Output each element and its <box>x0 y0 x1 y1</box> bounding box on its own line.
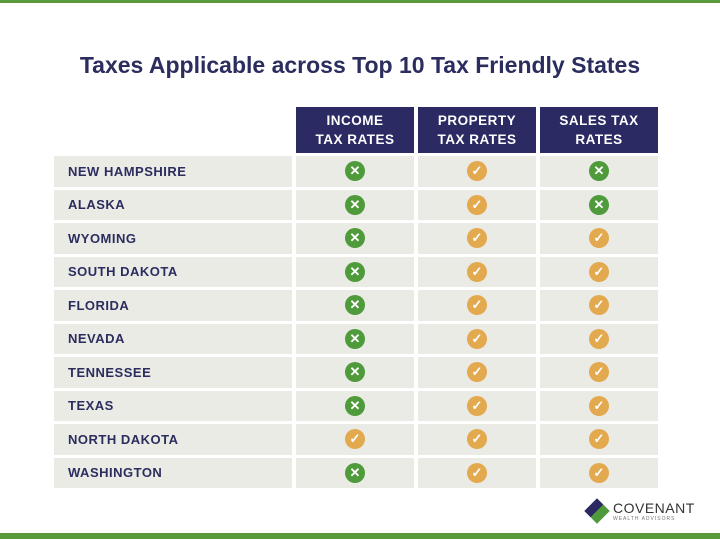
state-name: TEXAS <box>54 390 292 421</box>
cross-icon: ✕ <box>345 228 365 249</box>
check-icon: ✓ <box>589 362 609 383</box>
status-cell: ✕ <box>296 189 414 220</box>
state-name: NEVADA <box>54 323 292 354</box>
column-header-line: TAX RATES <box>315 132 395 147</box>
status-cell: ✓ <box>418 290 536 321</box>
column-header: INCOME TAX RATES <box>296 107 414 153</box>
table-row: NEW HAMPSHIRE ✕ ✓ ✕ <box>54 156 658 187</box>
check-icon: ✓ <box>467 395 487 416</box>
table-row: NEVADA ✕ ✓ ✓ <box>54 323 658 354</box>
tax-table: INCOME TAX RATES PROPERTY TAX RATES SALES TA… <box>50 104 662 491</box>
top-accent-bar <box>0 0 720 3</box>
status-cell: ✕ <box>296 323 414 354</box>
table-row: TEXAS ✕ ✓ ✓ <box>54 390 658 421</box>
logo-name: COVENANT <box>613 500 695 516</box>
cross-icon: ✕ <box>345 161 365 182</box>
status-cell: ✓ <box>418 189 536 220</box>
check-icon: ✓ <box>467 261 487 282</box>
status-cell: ✕ <box>540 156 658 187</box>
check-icon: ✓ <box>589 429 609 450</box>
column-header: SALES TAX RATES <box>540 107 658 153</box>
table-row: WASHINGTON ✕ ✓ ✓ <box>54 457 658 488</box>
check-icon: ✓ <box>589 395 609 416</box>
cross-icon: ✕ <box>345 462 365 483</box>
column-header-line: TAX RATES <box>437 132 517 147</box>
cross-icon: ✕ <box>345 295 365 316</box>
status-cell: ✕ <box>296 256 414 287</box>
table-row: NORTH DAKOTA ✓ ✓ ✓ <box>54 424 658 455</box>
cross-icon: ✕ <box>345 194 365 215</box>
cross-icon: ✕ <box>589 194 609 215</box>
cross-icon: ✕ <box>345 362 365 383</box>
state-name: NEW HAMPSHIRE <box>54 156 292 187</box>
state-name: ALASKA <box>54 189 292 220</box>
state-name: NORTH DAKOTA <box>54 424 292 455</box>
logo-tagline: WEALTH ADVISORS <box>613 516 676 522</box>
status-cell: ✓ <box>418 390 536 421</box>
check-icon: ✓ <box>589 261 609 282</box>
covenant-logo: COVENANT WEALTH ADVISORS <box>584 498 695 524</box>
logo-mark-icon <box>584 498 610 524</box>
state-name: WYOMING <box>54 223 292 254</box>
state-name: TENNESSEE <box>54 357 292 388</box>
status-cell: ✕ <box>296 223 414 254</box>
check-icon: ✓ <box>467 295 487 316</box>
column-header-line: SALES TAX <box>559 113 639 128</box>
status-cell: ✕ <box>296 290 414 321</box>
table-row: WYOMING ✕ ✓ ✓ <box>54 223 658 254</box>
cross-icon: ✕ <box>345 261 365 282</box>
cross-icon: ✕ <box>345 328 365 349</box>
bottom-accent-bar <box>0 533 720 539</box>
status-cell: ✓ <box>540 323 658 354</box>
column-header-line: INCOME <box>326 113 384 128</box>
column-header-line: RATES <box>575 132 623 147</box>
status-cell: ✓ <box>418 323 536 354</box>
status-cell: ✓ <box>418 357 536 388</box>
status-cell: ✓ <box>540 223 658 254</box>
check-icon: ✓ <box>467 362 487 383</box>
column-header-line: PROPERTY <box>437 113 517 128</box>
check-icon: ✓ <box>467 462 487 483</box>
status-cell: ✕ <box>296 457 414 488</box>
status-cell: ✓ <box>418 424 536 455</box>
status-cell: ✕ <box>540 189 658 220</box>
check-icon: ✓ <box>467 194 487 215</box>
check-icon: ✓ <box>589 328 609 349</box>
state-name: SOUTH DAKOTA <box>54 256 292 287</box>
table-row: SOUTH DAKOTA ✕ ✓ ✓ <box>54 256 658 287</box>
status-cell: ✓ <box>418 256 536 287</box>
table-row: ALASKA ✕ ✓ ✕ <box>54 189 658 220</box>
cross-icon: ✕ <box>345 395 365 416</box>
status-cell: ✓ <box>540 457 658 488</box>
check-icon: ✓ <box>345 429 365 450</box>
status-cell: ✓ <box>540 256 658 287</box>
status-cell: ✓ <box>540 424 658 455</box>
page-title: Taxes Applicable across Top 10 Tax Frien… <box>79 52 641 78</box>
check-icon: ✓ <box>589 228 609 249</box>
state-name: FLORIDA <box>54 290 292 321</box>
status-cell: ✓ <box>418 156 536 187</box>
table-row: FLORIDA ✕ ✓ ✓ <box>54 290 658 321</box>
status-cell: ✓ <box>296 424 414 455</box>
check-icon: ✓ <box>467 161 487 182</box>
check-icon: ✓ <box>589 462 609 483</box>
status-cell: ✓ <box>540 390 658 421</box>
cross-icon: ✕ <box>589 161 609 182</box>
status-cell: ✓ <box>418 457 536 488</box>
status-cell: ✕ <box>296 357 414 388</box>
status-cell: ✓ <box>540 357 658 388</box>
blank-header <box>54 107 292 153</box>
state-name: WASHINGTON <box>54 457 292 488</box>
status-cell: ✓ <box>540 290 658 321</box>
check-icon: ✓ <box>467 228 487 249</box>
check-icon: ✓ <box>589 295 609 316</box>
check-icon: ✓ <box>467 328 487 349</box>
table-row: TENNESSEE ✕ ✓ ✓ <box>54 357 658 388</box>
status-cell: ✕ <box>296 156 414 187</box>
column-header: PROPERTY TAX RATES <box>418 107 536 153</box>
status-cell: ✕ <box>296 390 414 421</box>
status-cell: ✓ <box>418 223 536 254</box>
check-icon: ✓ <box>467 429 487 450</box>
